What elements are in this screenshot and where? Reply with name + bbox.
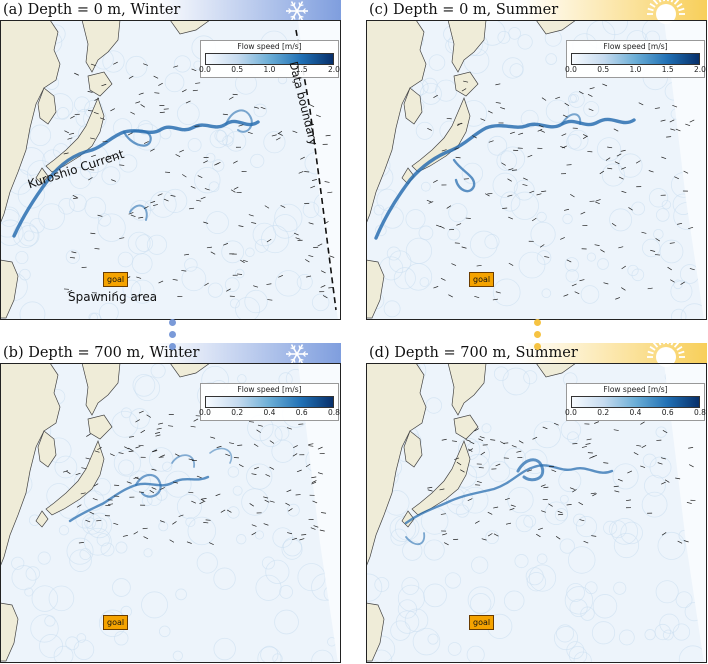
panel-title: (c) Depth = 0 m, Summer (369, 2, 559, 18)
colorbar-label: Flow speed [m/s] (237, 42, 302, 51)
panel-title: (d) Depth = 700 m, Summer (369, 345, 578, 361)
title-banner (0, 0, 341, 20)
outside-data-region (664, 363, 707, 663)
colorbar-tick: 0.4 (263, 408, 276, 417)
title-banner (366, 343, 707, 363)
colorbar-label: Flow speed [m/s] (603, 385, 668, 394)
map-frame (0, 363, 341, 663)
colorbar-tick: 0.0 (199, 408, 211, 417)
ellipsis-dots-winter (166, 319, 178, 355)
colorbar-ticks: 0.0 0.5 1.0 1.5 2.0 (565, 65, 706, 75)
colorbar-tick: 1.5 (295, 65, 308, 74)
ellipsis-dots-summer (531, 319, 543, 355)
colorbar-tick: 0.6 (661, 408, 674, 417)
goal-marker: goal (469, 615, 495, 630)
outside-data-region (664, 20, 707, 320)
goal-marker: goal (469, 272, 495, 287)
colorbar-tick: 2.0 (694, 65, 706, 74)
colorbar-tick: 1.5 (661, 65, 674, 74)
kuroshio-current-path (12, 109, 260, 238)
snowflake-icon (286, 344, 308, 364)
colorbar-ticks: 0.0 0.2 0.4 0.6 0.8 (199, 408, 340, 418)
goal-marker: goal (103, 615, 129, 630)
colorbar-gradient (571, 396, 700, 408)
land (0, 19, 212, 319)
title-banner (0, 343, 341, 363)
outside-data-region (298, 363, 341, 663)
sun-icon (647, 343, 685, 367)
land (366, 19, 578, 319)
colorbar-tick: 0.8 (694, 408, 706, 417)
outside-data-region (298, 20, 341, 320)
panel-b-700m-winter: (b) Depth = 700 m, Winter Flow speed [m/… (0, 343, 341, 663)
colorbar-gradient (205, 396, 334, 408)
colorbar-tick: 0.4 (629, 408, 642, 417)
colorbar-ticks: 0.0 0.2 0.4 0.6 0.8 (565, 408, 706, 418)
colorbar: Flow speed [m/s] 0.0 0.5 1.0 1.5 2.0 (565, 40, 706, 78)
colorbar-tick: 0.6 (295, 408, 308, 417)
land (366, 362, 578, 662)
panel-a-surface-winter: (a) Depth = 0 m, Winter Flow speed [m/s]… (0, 0, 341, 320)
snowflake-icon (286, 1, 308, 21)
panel-d-700m-summer: (d) Depth = 700 m, Summer Flow speed [m/… (366, 343, 707, 663)
flow-vectors (63, 61, 335, 301)
panel-c-surface-summer: (c) Depth = 0 m, Summer Flow speed [m/s]… (366, 0, 707, 320)
colorbar-tick: 1.0 (629, 65, 642, 74)
colorbar-tick: 0.0 (199, 65, 211, 74)
colorbar-label: Flow speed [m/s] (237, 385, 302, 394)
flow-vectors (426, 80, 695, 301)
colorbar-tick: 0.0 (565, 65, 577, 74)
colorbar-tick: 0.5 (231, 65, 244, 74)
flow-vectors (63, 410, 327, 546)
colorbar-tick: 0.2 (597, 408, 610, 417)
colorbar-tick: 2.0 (328, 65, 340, 74)
goal-marker: goal (103, 272, 129, 287)
panel-title: (b) Depth = 700 m, Winter (3, 345, 200, 361)
panel-title: (a) Depth = 0 m, Winter (3, 2, 181, 18)
kuroshio-current-path (404, 458, 614, 546)
map-panel-c (366, 0, 707, 320)
map-panel-b (0, 343, 341, 663)
kuroshio-current-path (68, 447, 233, 523)
colorbar-tick: 0.5 (597, 65, 610, 74)
title-banner (366, 0, 707, 20)
colorbar-label: Flow speed [m/s] (603, 42, 668, 51)
kuroshio-current-path (374, 113, 636, 240)
colorbar-tick: 0.0 (565, 408, 577, 417)
land (0, 362, 212, 662)
colorbar-gradient (205, 53, 334, 65)
colorbar-gradient (571, 53, 700, 65)
colorbar: Flow speed [m/s] 0.0 0.2 0.4 0.6 0.8 (565, 383, 706, 421)
spawning-area-label: Spawning area (68, 290, 158, 304)
colorbar-tick: 0.8 (328, 408, 340, 417)
colorbar: Flow speed [m/s] 0.0 0.5 1.0 1.5 2.0 (199, 40, 340, 78)
sun-icon (647, 0, 685, 24)
colorbar-tick: 0.2 (231, 408, 244, 417)
map-frame (366, 363, 707, 663)
colorbar-tick: 1.0 (263, 65, 276, 74)
colorbar: Flow speed [m/s] 0.0 0.2 0.4 0.6 0.8 (199, 383, 340, 421)
flow-vectors (427, 421, 696, 546)
colorbar-ticks: 0.0 0.5 1.0 1.5 2.0 (199, 65, 340, 75)
